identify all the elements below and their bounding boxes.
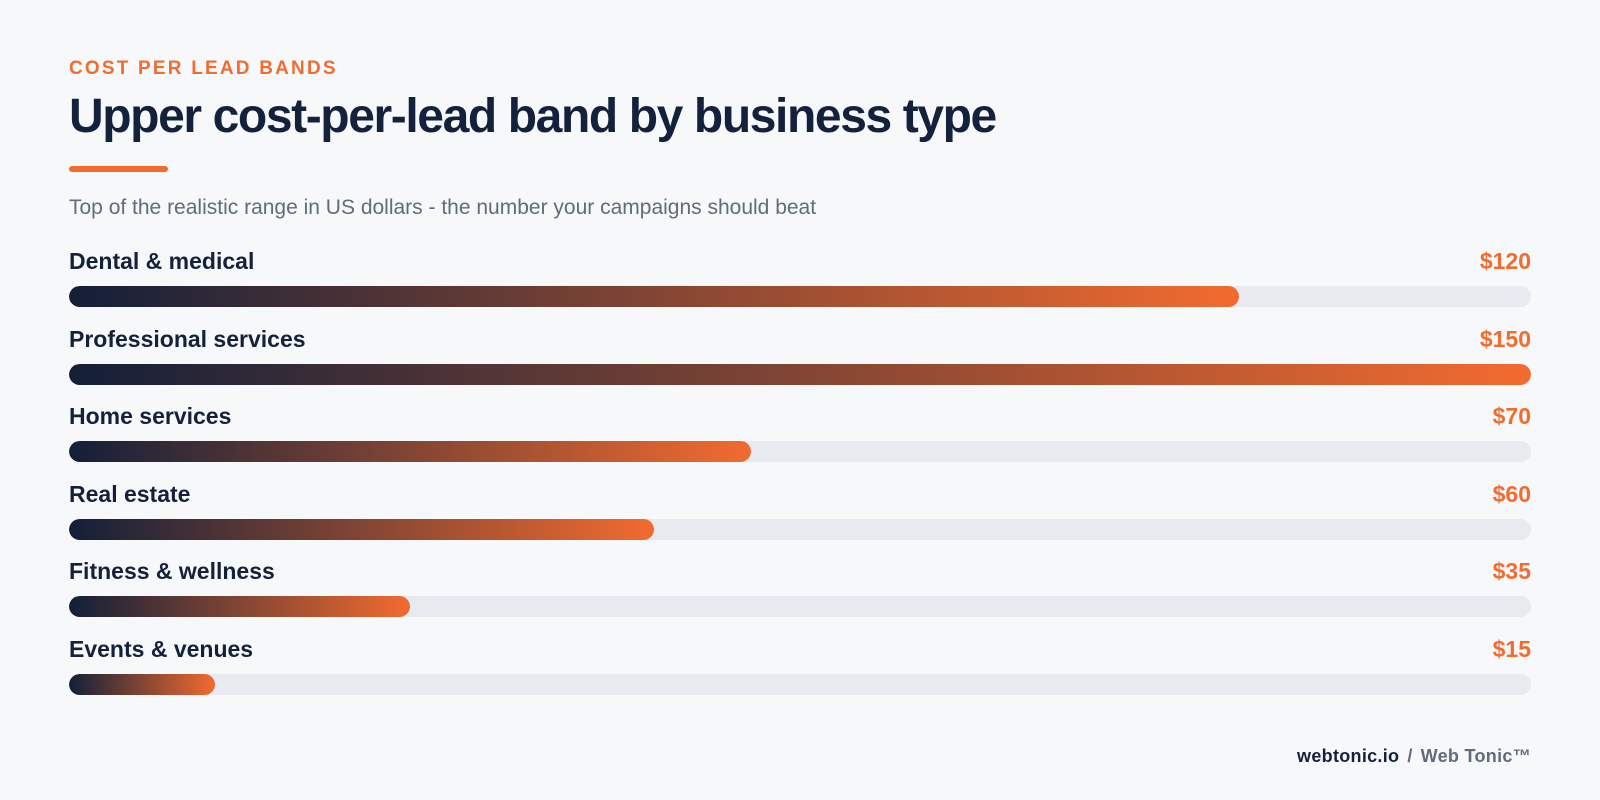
bar-fill [69, 673, 216, 695]
bar-fill [69, 286, 1239, 307]
bar-category-label: Fitness & wellness [69, 558, 275, 584]
bar-category-label: Professional services [69, 325, 306, 352]
bar-category-label: Real estate [69, 480, 191, 507]
bar-category-label: Events & venues [69, 635, 254, 662]
bar-track [69, 518, 1531, 540]
title-accent-rule [69, 166, 168, 172]
bar-value-label: $35 [1492, 558, 1531, 584]
footer-domain: webtonic.io [1297, 746, 1400, 766]
chart-subtitle: Top of the realistic range in US dollars… [69, 196, 817, 219]
bar-row: Fitness & wellness $35 [69, 554, 1531, 632]
bar-value-label: $60 [1492, 480, 1531, 507]
bar-value-label: $120 [1479, 248, 1531, 274]
bar-rows: Dental & medical $120 Professional service… [69, 244, 1531, 709]
bar-value-label: $15 [1492, 635, 1531, 662]
bar-row: Dental & medical $120 [69, 244, 1531, 322]
bar-row: Real estate $60 [69, 477, 1531, 555]
bar-category-label: Dental & medical [69, 248, 255, 274]
chart-card: COST PER LEAD BANDS Upper cost-per-lead … [69, 0, 1531, 800]
bar-track [69, 673, 1531, 695]
bar-track [69, 441, 1531, 462]
footer-credit: webtonic.io / Web Tonic™ [1297, 746, 1531, 767]
bar-track [69, 363, 1531, 385]
bar-fill [69, 596, 411, 617]
bar-category-label: Home services [69, 403, 232, 429]
bar-fill [69, 518, 654, 540]
bar-track [69, 286, 1531, 307]
eyebrow-label: COST PER LEAD BANDS [69, 58, 338, 79]
bar-row: Home services $70 [69, 399, 1531, 477]
bar-value-label: $70 [1492, 403, 1531, 429]
bar-value-label: $150 [1479, 325, 1531, 352]
bar-track [69, 596, 1531, 617]
footer-separator: / [1407, 746, 1413, 766]
footer-brand: Web Tonic™ [1420, 746, 1531, 766]
bar-fill [69, 441, 752, 462]
chart-title: Upper cost-per-lead band by business typ… [69, 90, 997, 143]
bar-row: Events & venues $15 [69, 632, 1531, 710]
bar-fill [69, 363, 1531, 385]
bar-row: Professional services $150 [69, 322, 1531, 400]
